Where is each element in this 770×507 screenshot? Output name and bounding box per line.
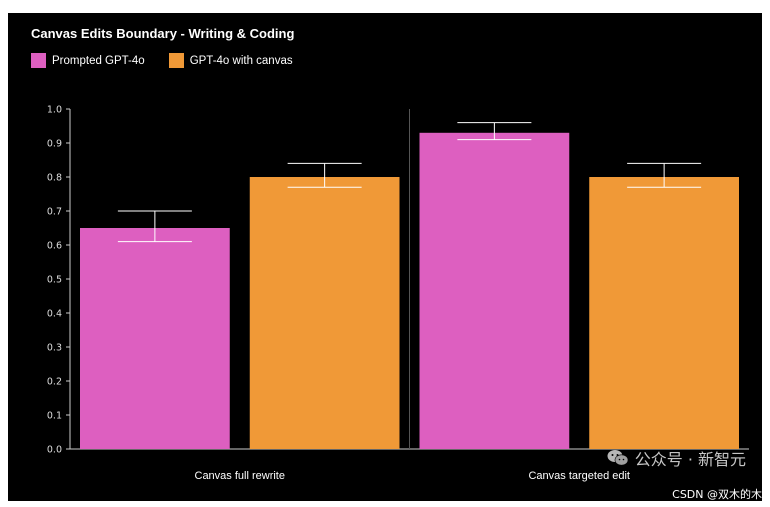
wechat-icon — [607, 450, 629, 466]
y-tick-label: 0.6 — [47, 241, 62, 252]
y-tick-label: 0.9 — [47, 139, 62, 150]
bar-chart: 0.0 0.1 0.2 0.3 0.4 0.5 0.6 0.7 0.8 0.9 1.0 Canvas … — [47, 105, 749, 482]
watermark: 公众号 · 新智元 — [607, 446, 746, 470]
legend-item-prompted: Prompted GPT-4o — [31, 53, 145, 68]
credit-text: CSDN @双木的木 — [672, 488, 762, 501]
y-tick-label: 0.0 — [47, 445, 62, 456]
bar — [589, 177, 739, 449]
legend-label-prompted: Prompted GPT-4o — [52, 54, 145, 67]
legend-label-canvas: GPT-4o with canvas — [189, 54, 293, 67]
y-tick-label: 0.5 — [47, 275, 62, 286]
bar — [80, 228, 230, 449]
y-tick-label: 0.7 — [47, 207, 62, 218]
category-label: Canvas full rewrite — [195, 470, 285, 482]
chart-panel: Canvas Edits Boundary - Writing & Coding… — [8, 13, 762, 501]
legend-swatch-prompted — [31, 53, 46, 68]
y-tick-label: 0.8 — [47, 173, 62, 184]
chart-title: Canvas Edits Boundary - Writing & Coding — [31, 26, 295, 41]
legend: Prompted GPT-4o GPT-4o with canvas — [31, 53, 317, 68]
y-tick-label: 0.3 — [47, 343, 62, 354]
legend-item-canvas: GPT-4o with canvas — [168, 53, 293, 68]
y-tick-label: 0.4 — [47, 309, 62, 320]
bar — [249, 177, 400, 449]
legend-swatch-canvas — [168, 53, 184, 68]
y-tick-label: 0.1 — [47, 411, 62, 422]
bar — [419, 132, 570, 450]
category-label: Canvas targeted edit — [528, 470, 630, 482]
y-tick-label: 0.2 — [47, 377, 62, 388]
watermark-text: 公众号 · 新智元 — [634, 450, 746, 469]
y-tick-label: 1.0 — [47, 105, 62, 116]
